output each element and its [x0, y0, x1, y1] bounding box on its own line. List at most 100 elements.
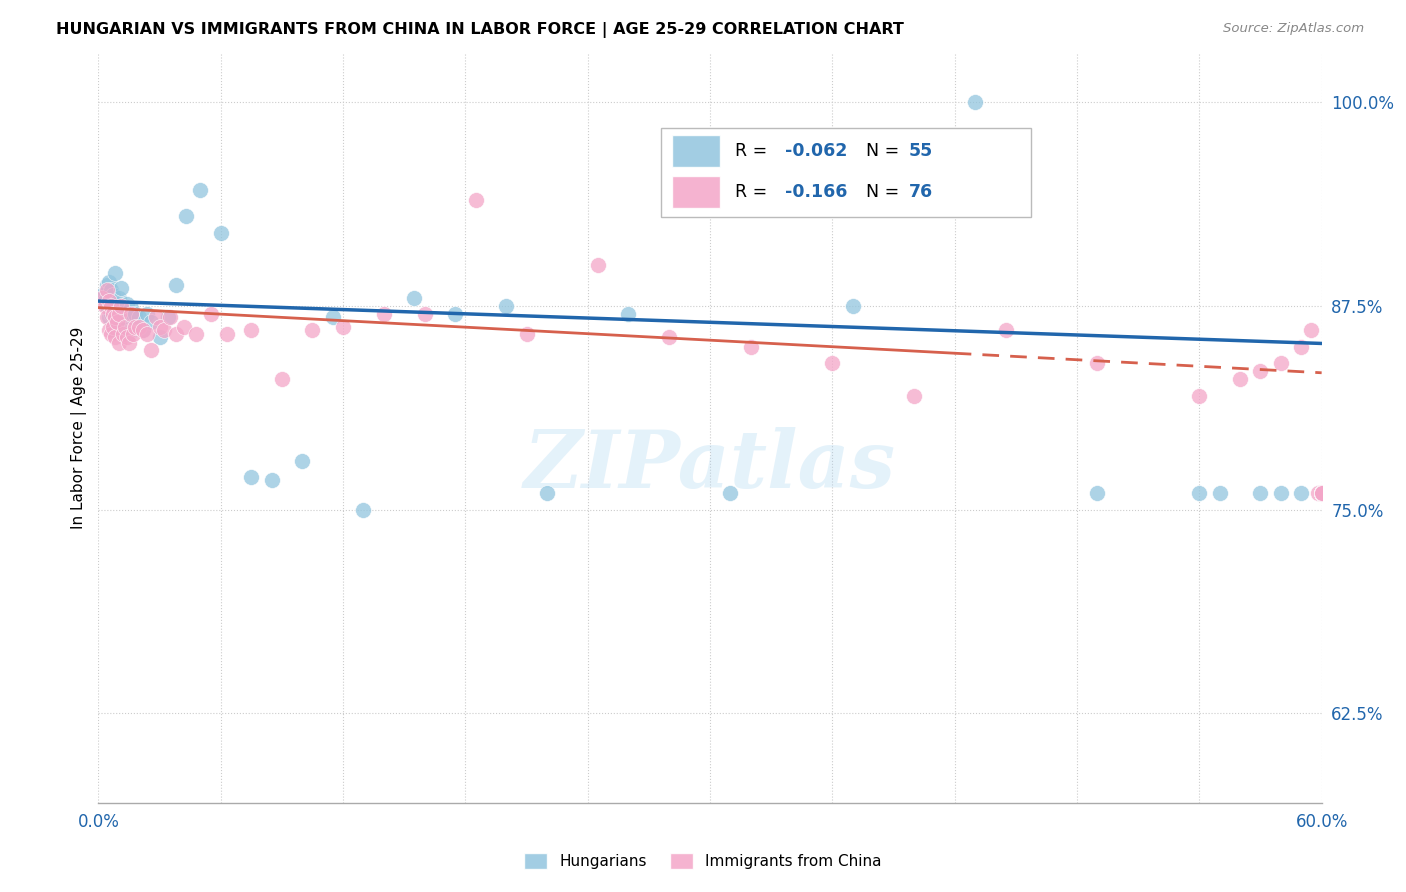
Point: [118, 326, 141, 341]
Point: [413, 307, 436, 321]
Point: [240, 470, 263, 484]
Point: [91, 291, 114, 305]
Point: [136, 307, 159, 321]
Point: [1249, 486, 1271, 500]
Point: [658, 330, 681, 344]
Point: [188, 183, 212, 197]
Point: [100, 299, 122, 313]
Point: [101, 323, 124, 337]
Text: R =: R =: [735, 142, 772, 160]
Point: [108, 336, 131, 351]
Point: [516, 326, 538, 341]
Point: [536, 486, 558, 500]
Point: [101, 320, 124, 334]
Point: [120, 307, 142, 321]
Point: [1310, 486, 1333, 500]
Point: [111, 310, 134, 325]
Point: [373, 307, 395, 321]
Point: [149, 330, 172, 344]
Point: [1310, 486, 1333, 500]
Point: [1188, 486, 1211, 500]
Point: [1291, 340, 1313, 354]
Point: [1310, 486, 1333, 500]
Point: [994, 323, 1017, 337]
Point: [132, 323, 155, 337]
Point: [91, 287, 114, 301]
Point: [159, 310, 181, 325]
Point: [93, 294, 115, 309]
Point: [122, 326, 145, 341]
Point: [332, 320, 354, 334]
Point: [152, 323, 174, 337]
Point: [260, 473, 283, 487]
Text: -0.062: -0.062: [785, 142, 848, 160]
Point: [156, 310, 179, 325]
Legend: Hungarians, Immigrants from China: Hungarians, Immigrants from China: [519, 847, 887, 875]
Point: [1310, 486, 1333, 500]
Point: [740, 340, 762, 354]
Point: [104, 330, 127, 344]
Point: [1310, 486, 1333, 500]
Text: N =: N =: [866, 183, 905, 201]
Point: [104, 299, 127, 313]
Point: [1209, 486, 1232, 500]
Point: [1270, 356, 1292, 370]
Point: [165, 277, 187, 292]
Point: [1310, 486, 1333, 500]
Point: [145, 310, 167, 325]
Point: [1085, 486, 1108, 500]
Point: [96, 299, 118, 313]
Point: [301, 323, 323, 337]
Point: [1310, 486, 1333, 500]
Point: [108, 307, 131, 321]
Point: [1229, 372, 1251, 386]
Point: [841, 299, 863, 313]
Point: [124, 320, 146, 334]
Point: [1310, 486, 1333, 500]
Point: [141, 315, 163, 329]
Point: [464, 193, 486, 207]
Point: [903, 388, 925, 402]
Point: [322, 310, 344, 325]
Point: [1306, 486, 1329, 500]
FancyBboxPatch shape: [672, 176, 720, 208]
Point: [495, 299, 517, 313]
Point: [110, 281, 132, 295]
Point: [209, 226, 232, 240]
Point: [104, 310, 127, 325]
Point: [1310, 486, 1333, 500]
Point: [93, 299, 115, 313]
Point: [136, 326, 159, 341]
Point: [149, 320, 172, 334]
Text: ZIPatlas: ZIPatlas: [524, 427, 896, 504]
Point: [1310, 486, 1333, 500]
Point: [100, 326, 122, 341]
Point: [821, 356, 844, 370]
Point: [96, 283, 118, 297]
Point: [118, 336, 141, 351]
Point: [1310, 486, 1333, 500]
FancyBboxPatch shape: [661, 128, 1031, 217]
Point: [1310, 486, 1333, 500]
Point: [270, 372, 294, 386]
Point: [200, 307, 222, 321]
Point: [100, 283, 122, 297]
Point: [404, 291, 426, 305]
Point: [101, 287, 124, 301]
Point: [1270, 486, 1292, 500]
Point: [1310, 486, 1333, 500]
Point: [111, 326, 134, 341]
Point: [165, 326, 187, 341]
Point: [1310, 486, 1333, 500]
Point: [96, 310, 118, 325]
Point: [1310, 486, 1333, 500]
Point: [100, 307, 122, 321]
Text: N =: N =: [866, 142, 905, 160]
Point: [965, 95, 987, 110]
Point: [114, 307, 136, 321]
Point: [173, 320, 195, 334]
Point: [97, 275, 120, 289]
Point: [291, 454, 314, 468]
Point: [1310, 486, 1333, 500]
Point: [1310, 486, 1333, 500]
